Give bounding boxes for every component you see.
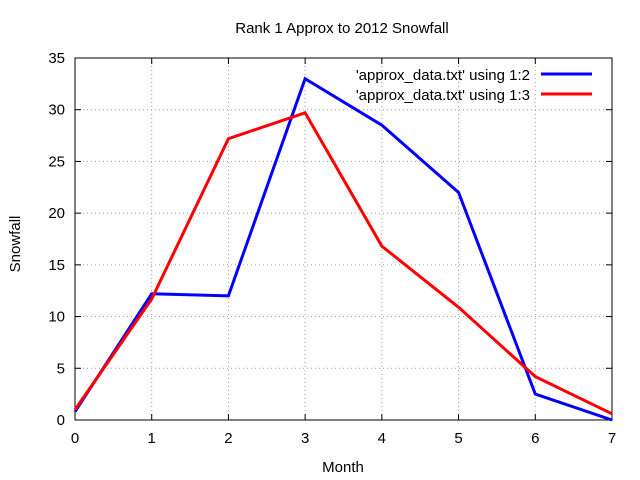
series-line-2 — [73, 110, 613, 416]
y-tick-label: 0 — [57, 412, 65, 429]
y-tick-label: 15 — [48, 257, 65, 274]
y-tick-label: 5 — [57, 360, 65, 377]
x-tick-label: 6 — [531, 430, 539, 447]
x-axis-label: Month — [322, 459, 364, 476]
ticks: 0 1 2 3 4 5 6 7 0 5 10 15 20 25 30 35 — [48, 50, 616, 447]
x-tick-label: 2 — [224, 430, 232, 447]
x-tick-label: 0 — [71, 430, 79, 447]
plot-frame — [74, 57, 613, 421]
y-tick-label: 35 — [48, 50, 65, 67]
x-tick-label: 1 — [148, 430, 156, 447]
grid — [75, 58, 612, 420]
series — [73, 76, 613, 422]
x-tick-label: 7 — [608, 430, 616, 447]
legend: 'approx_data.txt' using 1:2 'approx_data.… — [356, 67, 592, 104]
legend-label-1: 'approx_data.txt' using 1:2 — [356, 67, 530, 84]
y-tick-label: 10 — [48, 309, 65, 326]
y-axis-label: Snowfall — [7, 216, 24, 273]
y-tick-label: 20 — [48, 205, 65, 222]
x-tick-label: 5 — [454, 430, 462, 447]
x-tick-label: 4 — [378, 430, 386, 447]
y-tick-label: 25 — [48, 153, 65, 170]
chart-title: Rank 1 Approx to 2012 Snowfall — [235, 20, 448, 37]
series-line-1 — [73, 76, 613, 422]
y-tick-label: 30 — [48, 102, 65, 119]
legend-label-2: 'approx_data.txt' using 1:3 — [356, 87, 530, 104]
x-tick-label: 3 — [301, 430, 309, 447]
